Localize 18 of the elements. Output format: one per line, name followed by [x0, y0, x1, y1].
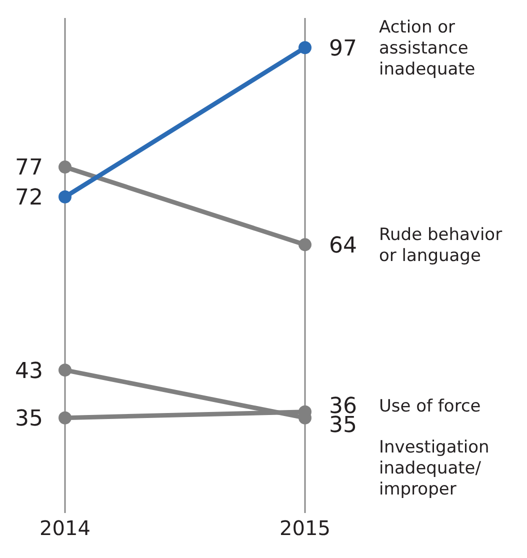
point — [58, 364, 72, 377]
point — [298, 41, 312, 54]
data-label: 97 — [328, 36, 357, 62]
text: Use of force — [378, 396, 481, 416]
point — [298, 238, 312, 252]
point — [58, 190, 72, 204]
text: Rude behavior or language — [378, 225, 502, 266]
data-label: 64 — [328, 233, 357, 258]
x-tick-label: 2014 — [40, 516, 90, 540]
data-label: 43 — [15, 358, 43, 384]
data-label: 72 — [15, 186, 43, 211]
point — [58, 160, 72, 174]
text: Investigation inadequate/improper — [378, 437, 490, 500]
data-label: 77 — [15, 156, 43, 181]
x-tick-label: 2015 — [280, 516, 330, 540]
text: Action or assistance inadequate — [378, 18, 476, 80]
point — [58, 411, 72, 424]
data-label: 35 — [15, 406, 43, 432]
